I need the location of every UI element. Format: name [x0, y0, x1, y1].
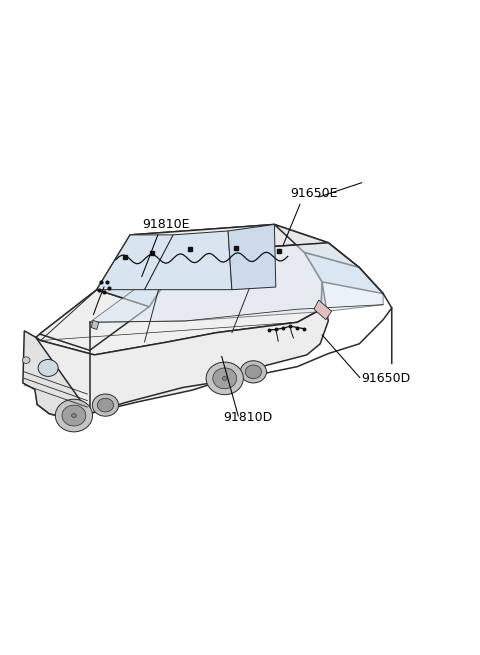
Polygon shape [97, 235, 173, 290]
Ellipse shape [55, 400, 93, 432]
Polygon shape [36, 225, 322, 355]
Ellipse shape [62, 405, 86, 426]
Ellipse shape [206, 362, 243, 395]
Text: 91810D: 91810D [223, 411, 273, 424]
Ellipse shape [72, 413, 76, 417]
Polygon shape [275, 225, 360, 267]
Ellipse shape [38, 360, 58, 377]
Ellipse shape [92, 394, 119, 416]
Text: 91650E: 91650E [290, 187, 337, 200]
Ellipse shape [222, 377, 227, 381]
Text: 91810E: 91810E [142, 218, 190, 231]
Polygon shape [90, 243, 383, 322]
Ellipse shape [23, 357, 30, 364]
Ellipse shape [213, 368, 237, 389]
Polygon shape [130, 225, 328, 252]
Polygon shape [39, 290, 149, 350]
Polygon shape [228, 225, 276, 290]
Ellipse shape [97, 398, 114, 412]
Polygon shape [144, 231, 232, 290]
Polygon shape [91, 320, 99, 329]
Ellipse shape [245, 365, 262, 379]
Polygon shape [23, 331, 90, 419]
Polygon shape [304, 252, 383, 293]
Text: 91650D: 91650D [362, 372, 411, 385]
Polygon shape [314, 300, 332, 320]
Ellipse shape [240, 361, 266, 383]
Polygon shape [35, 282, 328, 419]
Polygon shape [97, 235, 185, 307]
